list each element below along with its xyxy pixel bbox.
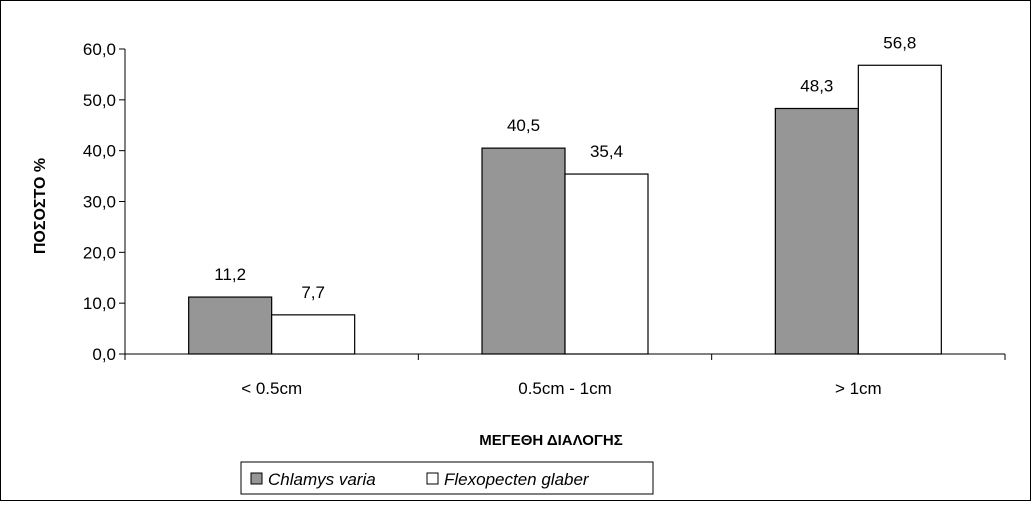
bar-chlamys-varia	[481, 147, 566, 355]
data-label: 35,4	[590, 142, 623, 161]
x-axis-label: ΜΕΓΕΘΗ ΔΙΑΛΟΓΗΣ	[479, 432, 623, 449]
y-tick-label: 40,0	[83, 142, 116, 161]
legend-label-chlamys-varia: Chlamys varia	[268, 470, 376, 489]
bars	[188, 64, 942, 355]
bar-flexopecten-glaber	[271, 314, 356, 355]
data-label: 56,8	[883, 33, 916, 52]
x-tick-label: > 1cm	[835, 379, 882, 398]
y-tick-label: 0,0	[92, 345, 116, 364]
y-tick-label: 60,0	[83, 40, 116, 59]
x-tick-label: 0.5cm - 1cm	[518, 379, 612, 398]
data-label: 11,2	[214, 265, 246, 284]
data-label: 40,5	[507, 116, 540, 135]
bar-chlamys-varia	[188, 296, 273, 355]
y-tick-label: 50,0	[83, 91, 116, 110]
bar-chlamys-varia	[774, 107, 859, 355]
legend: Chlamys varia Flexopecten glaber	[240, 461, 654, 495]
y-axis-label: ΠΟΣΟΣΤΟ %	[32, 158, 49, 254]
x-tick-label: < 0.5cm	[241, 379, 302, 398]
bar-flexopecten-glaber	[564, 173, 649, 355]
axes: 0,0 10,0 20,0 30,0 40,0 50,0 60,0 < 0.5cm 0.5cm …	[83, 40, 1006, 398]
data-label: 48,3	[800, 76, 833, 95]
data-labels: 11,2 7,7 40,5 35,4 48,3 56,8	[214, 33, 916, 302]
legend-swatch-chlamys-varia	[250, 472, 263, 485]
y-tick-label: 20,0	[83, 243, 116, 262]
bar-flexopecten-glaber	[857, 64, 942, 355]
y-tick-label: 10,0	[83, 294, 116, 313]
legend-swatch-flexopecten-glaber	[426, 472, 439, 485]
legend-frame	[240, 461, 654, 495]
data-label: 7,7	[301, 283, 325, 302]
y-tick-label: 30,0	[83, 193, 116, 212]
legend-label-flexopecten-glaber: Flexopecten glaber	[444, 470, 590, 489]
